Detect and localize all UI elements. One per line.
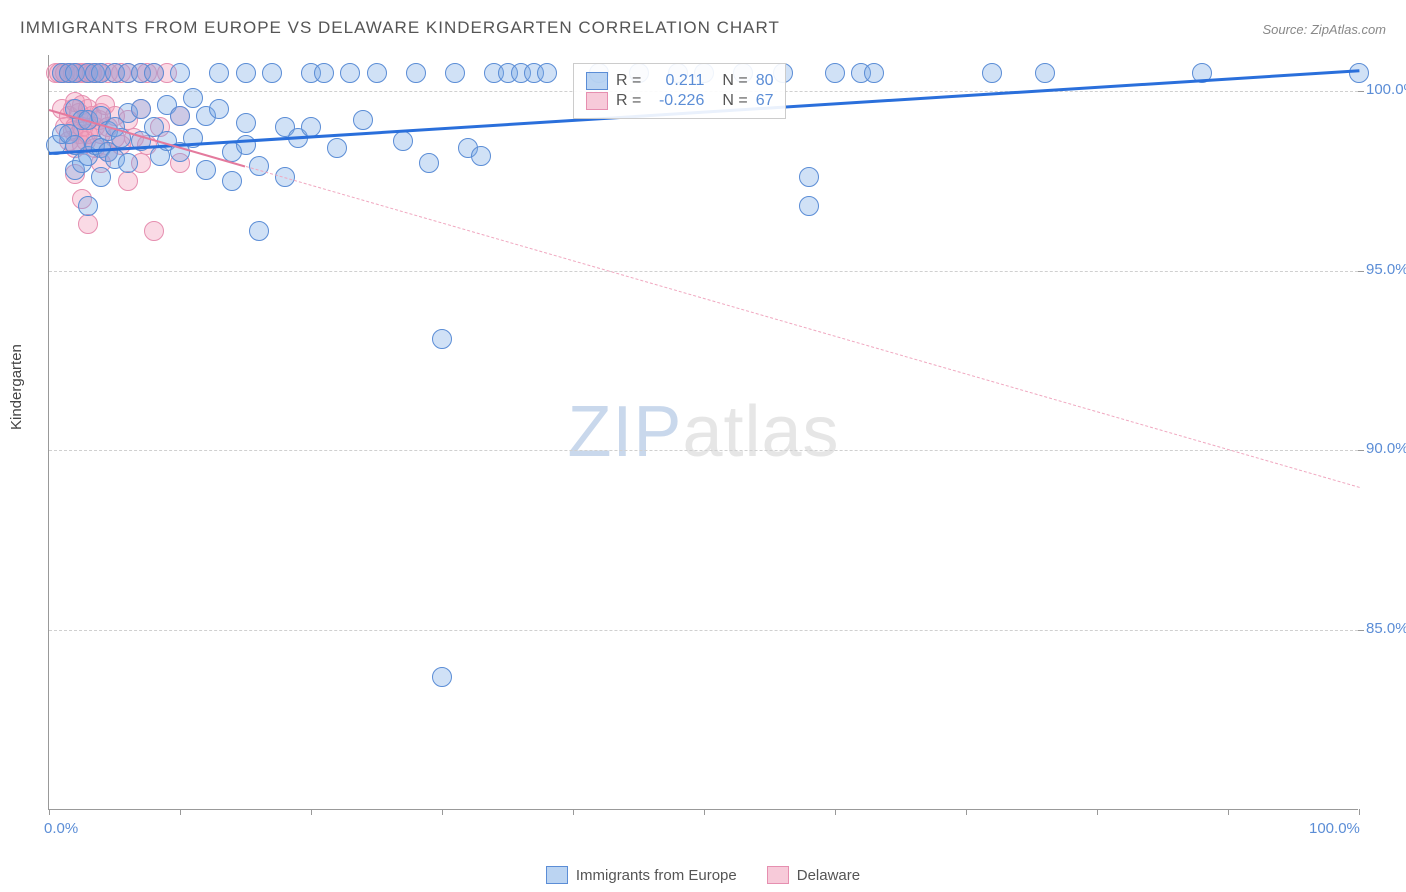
data-point (78, 214, 98, 234)
y-tick-label: 85.0% (1366, 620, 1406, 637)
x-tick (180, 809, 181, 815)
legend-row: R = 0.211 N = 80 (586, 72, 773, 90)
x-tick (573, 809, 574, 815)
data-point (209, 63, 229, 83)
data-point (222, 171, 242, 191)
data-point (340, 63, 360, 83)
data-point (393, 131, 413, 151)
data-point (249, 156, 269, 176)
plot-area: ZIPatlas 85.0%90.0%95.0%100.0%0.0%100.0%… (48, 55, 1358, 810)
legend-label: Immigrants from Europe (576, 867, 737, 884)
data-point (432, 329, 452, 349)
x-tick-label: 0.0% (44, 820, 78, 837)
legend-swatch (586, 72, 608, 90)
data-point (78, 196, 98, 216)
data-point (196, 160, 216, 180)
data-point (537, 63, 557, 83)
data-point (118, 171, 138, 191)
x-tick (1097, 809, 1098, 815)
source-attribution: Source: ZipAtlas.com (1262, 22, 1386, 37)
data-point (406, 63, 426, 83)
bottom-legend: Immigrants from Europe Delaware (0, 866, 1406, 884)
data-point (209, 99, 229, 119)
data-point (1035, 63, 1055, 83)
data-point (301, 117, 321, 137)
legend-item: Immigrants from Europe (546, 866, 737, 884)
data-point (236, 135, 256, 155)
n-value: 80 (756, 72, 774, 90)
legend-item: Delaware (767, 866, 860, 884)
y-tick (1358, 450, 1364, 451)
n-label: N = (722, 72, 747, 90)
r-value: 0.211 (649, 72, 704, 90)
y-tick-label: 100.0% (1366, 81, 1406, 98)
data-point (249, 221, 269, 241)
y-tick-label: 95.0% (1366, 261, 1406, 278)
data-point (131, 99, 151, 119)
data-point (982, 63, 1002, 83)
gridline (49, 630, 1358, 631)
correlation-legend: R = 0.211 N = 80 R = -0.226 N = 67 (573, 63, 786, 119)
x-tick (966, 809, 967, 815)
n-label: N = (722, 92, 747, 110)
gridline (49, 271, 1358, 272)
r-value: -0.226 (649, 92, 704, 110)
data-point (91, 167, 111, 187)
x-tick-label: 100.0% (1309, 820, 1360, 837)
data-point (471, 146, 491, 166)
x-tick (311, 809, 312, 815)
y-tick (1358, 630, 1364, 631)
data-point (799, 196, 819, 216)
data-point (236, 63, 256, 83)
data-point (445, 63, 465, 83)
data-point (419, 153, 439, 173)
data-point (170, 106, 190, 126)
watermark: ZIPatlas (567, 391, 839, 473)
y-tick (1358, 91, 1364, 92)
data-point (170, 63, 190, 83)
r-label: R = (616, 72, 641, 90)
data-point (799, 167, 819, 187)
x-tick (1228, 809, 1229, 815)
x-tick (49, 809, 50, 815)
y-tick-label: 90.0% (1366, 440, 1406, 457)
data-point (432, 667, 452, 687)
data-point (825, 63, 845, 83)
legend-swatch (546, 866, 568, 884)
legend-label: Delaware (797, 867, 860, 884)
x-tick (1359, 809, 1360, 815)
y-axis-label: Kindergarten (8, 344, 25, 430)
x-tick (442, 809, 443, 815)
data-point (183, 88, 203, 108)
gridline (49, 450, 1358, 451)
data-point (327, 138, 347, 158)
legend-swatch (767, 866, 789, 884)
data-point (144, 221, 164, 241)
x-tick (704, 809, 705, 815)
data-point (367, 63, 387, 83)
data-point (353, 110, 373, 130)
data-point (864, 63, 884, 83)
watermark-prefix: ZIP (567, 392, 682, 472)
legend-row: R = -0.226 N = 67 (586, 92, 773, 110)
data-point (1349, 63, 1369, 83)
data-point (236, 113, 256, 133)
legend-swatch (586, 92, 608, 110)
r-label: R = (616, 92, 641, 110)
chart-title: IMMIGRANTS FROM EUROPE VS DELAWARE KINDE… (20, 18, 780, 38)
x-tick (835, 809, 836, 815)
data-point (314, 63, 334, 83)
data-point (118, 153, 138, 173)
data-point (144, 63, 164, 83)
y-tick (1358, 271, 1364, 272)
n-value: 67 (756, 92, 774, 110)
watermark-suffix: atlas (682, 392, 839, 472)
data-point (262, 63, 282, 83)
